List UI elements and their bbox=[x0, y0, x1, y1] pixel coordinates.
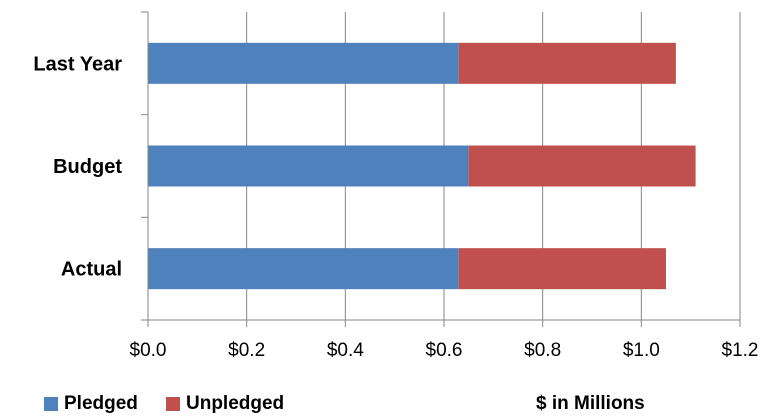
x-tick-label-4: $0.8 bbox=[524, 340, 561, 361]
x-tick-label-1: $0.2 bbox=[228, 340, 265, 361]
category-label-budget: Budget bbox=[53, 156, 122, 178]
category-labels: Last Year Budget Actual bbox=[33, 53, 122, 280]
legend-item-pledged: Pledged bbox=[44, 393, 138, 415]
bar-unpledged-budget bbox=[468, 145, 696, 187]
x-tick-label-0: $0.0 bbox=[130, 340, 167, 361]
x-tick-label-5: $1.0 bbox=[623, 340, 660, 361]
x-tick-label-3: $0.6 bbox=[426, 340, 463, 361]
unit-label: $ in Millions bbox=[536, 393, 645, 414]
bars bbox=[148, 42, 696, 290]
x-tick-label-6: $1.2 bbox=[722, 340, 759, 361]
bar-unpledged-last-year bbox=[458, 42, 676, 84]
bar-pledged-last-year bbox=[148, 42, 459, 84]
legend-swatch-unpledged bbox=[166, 397, 180, 411]
axes bbox=[141, 11, 741, 327]
legend-swatch-pledged bbox=[44, 397, 58, 411]
x-tick-labels: $0.0 $0.2 $0.4 $0.6 $0.8 $1.0 $1.2 bbox=[130, 340, 759, 361]
bar-pledged-actual bbox=[148, 248, 459, 290]
category-label-last-year: Last Year bbox=[33, 53, 122, 75]
bar-pledged-budget bbox=[148, 145, 469, 187]
x-tick-label-2: $0.4 bbox=[327, 340, 364, 361]
bar-unpledged-actual bbox=[458, 248, 666, 290]
legend-label-pledged: Pledged bbox=[64, 393, 138, 414]
category-label-actual: Actual bbox=[61, 259, 122, 281]
legend-item-unpledged: Unpledged bbox=[166, 393, 284, 415]
legend-label-unpledged: Unpledged bbox=[186, 393, 285, 414]
